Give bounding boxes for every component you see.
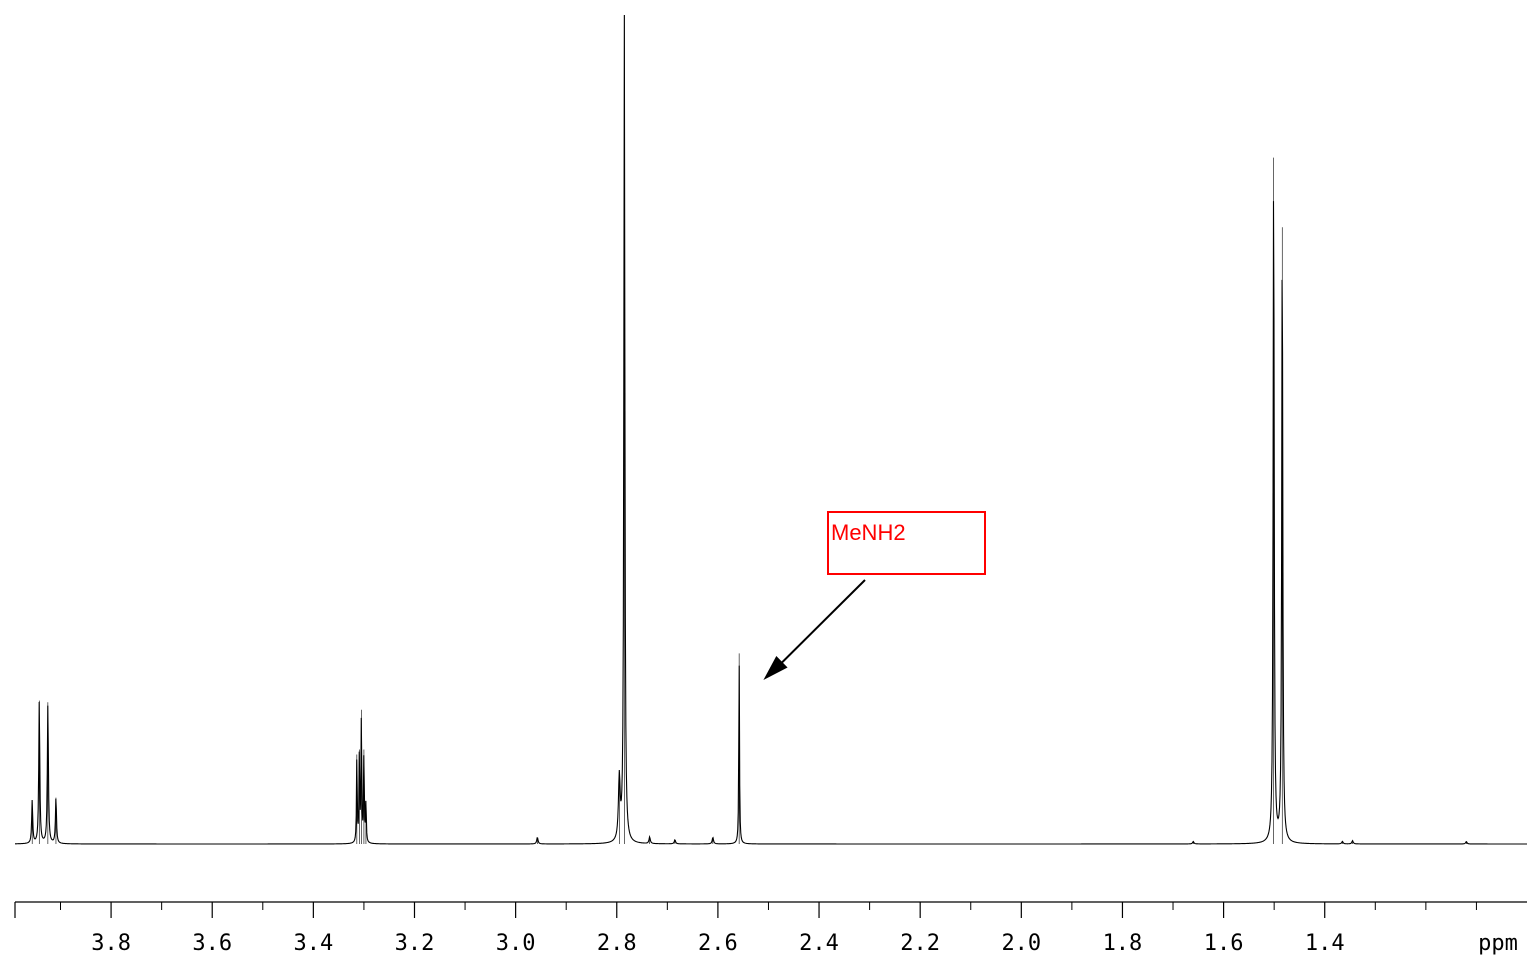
annotation-box — [827, 511, 986, 575]
tick-label: 1.8 — [1103, 931, 1143, 956]
tick-label: 3.6 — [192, 931, 232, 956]
axis-unit-label: ppm — [1478, 931, 1518, 956]
tick-label: 3.4 — [293, 931, 333, 956]
annotation-arrow-line — [772, 579, 866, 672]
ppm-axis: 3.8 3.6 3.4 3.2 3.0 2.8 2.6 2.4 2.2 2.0 1.8 1.6 1.4 — [14, 901, 1527, 956]
tick-label: 3.0 — [496, 931, 536, 956]
tick-label: 2.6 — [698, 931, 738, 956]
spectrum-trace — [14, 14, 1527, 845]
tick-label: 2.4 — [799, 931, 839, 956]
tick-label: 2.8 — [597, 931, 637, 956]
plot-area — [14, 14, 1527, 845]
annotation-arrow-head — [763, 656, 788, 680]
tick-label: 2.2 — [900, 931, 940, 956]
tick-label: 1.6 — [1204, 931, 1244, 956]
tick-label: 2.0 — [1001, 931, 1041, 956]
tick-label: 3.2 — [395, 931, 435, 956]
tick-label: 3.8 — [91, 931, 131, 956]
tick-label: 1.4 — [1305, 931, 1345, 956]
annotation-label: MeNH2 — [831, 520, 906, 545]
annotation-menh2: MeNH2 — [763, 511, 986, 680]
